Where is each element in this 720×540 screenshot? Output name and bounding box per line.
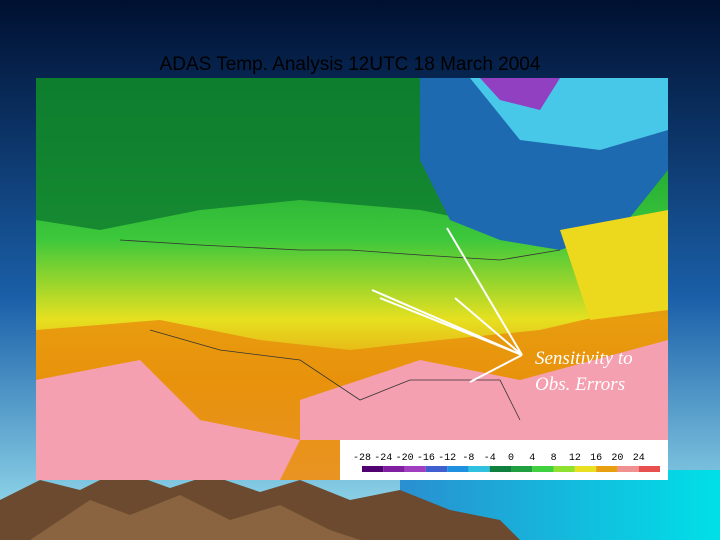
arrows xyxy=(371,227,523,383)
colorbar-label: -16 xyxy=(417,453,435,464)
colorbar-swatch xyxy=(489,466,511,472)
colorbar-label: 16 xyxy=(590,453,602,464)
colorbar-label: -28 xyxy=(353,453,371,464)
cold-region xyxy=(480,78,560,110)
colorbar: -28 -24 -20 -16 -12 -8 -4 0 4 8 12 16 20 24 xyxy=(340,440,668,480)
colorbar-swatch xyxy=(617,466,639,472)
arrow xyxy=(469,354,523,383)
warm-region xyxy=(560,210,668,320)
colorbar-swatch xyxy=(638,466,660,472)
annotation: Sensitivity to xyxy=(535,348,633,369)
colorbar-swatch xyxy=(447,466,469,472)
hot-region xyxy=(36,360,300,480)
colorbar-label: 4 xyxy=(529,453,535,464)
colorbar-swatch xyxy=(468,466,490,472)
annotation: Obs. Errors xyxy=(535,374,625,395)
colorbar-swatch xyxy=(425,466,448,472)
arrow xyxy=(454,297,523,356)
map xyxy=(36,78,668,480)
arrow xyxy=(446,227,523,356)
colorbar-label: 24 xyxy=(633,453,645,464)
colorbar-label: -4 xyxy=(484,453,496,464)
colorbar-swatch xyxy=(404,466,426,472)
colorbar-label: -12 xyxy=(438,453,456,464)
colorbar-label: 20 xyxy=(611,453,623,464)
title: ADAS Temp. Analysis 12UTC 18 March 2004 xyxy=(160,54,541,75)
colorbar-swatch xyxy=(553,466,575,472)
colorbar-label: -8 xyxy=(462,453,474,464)
colorbar-swatch xyxy=(532,466,554,472)
colorbar-swatch xyxy=(511,466,533,472)
colorbar-label: 12 xyxy=(569,453,581,464)
colorbar-swatch xyxy=(383,466,405,472)
colorbar-swatch xyxy=(596,466,618,472)
colorbar-swatch xyxy=(574,466,597,472)
colorbar-label: 0 xyxy=(508,453,514,464)
arrow xyxy=(371,289,523,356)
mountains xyxy=(30,495,360,540)
colorbar-label: -24 xyxy=(374,453,392,464)
colorbar-box xyxy=(340,440,668,480)
border xyxy=(149,329,521,421)
colorbar-swatch xyxy=(362,466,384,472)
colorbar-label: -20 xyxy=(396,453,414,464)
colorbar-label: 8 xyxy=(551,453,557,464)
border xyxy=(119,239,561,261)
